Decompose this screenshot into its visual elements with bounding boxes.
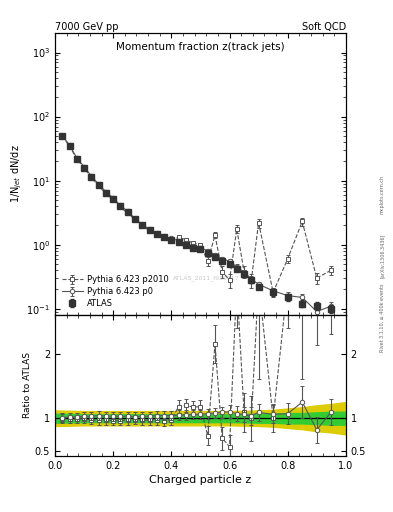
X-axis label: Charged particle z: Charged particle z	[149, 475, 252, 485]
Text: Momentum fraction z(track jets): Momentum fraction z(track jets)	[116, 42, 285, 52]
Text: 7000 GeV pp: 7000 GeV pp	[55, 22, 119, 32]
Text: [arXiv:1306.3436]: [arXiv:1306.3436]	[380, 234, 384, 278]
Text: ATLAS_2011_I919017: ATLAS_2011_I919017	[173, 275, 240, 281]
Y-axis label: Ratio to ATLAS: Ratio to ATLAS	[23, 352, 32, 418]
Text: mcplots.cern.ch: mcplots.cern.ch	[380, 175, 384, 214]
Y-axis label: 1/N$_{jet}$ dN/dz: 1/N$_{jet}$ dN/dz	[9, 145, 24, 203]
Text: Rivet 3.1.10, ≥ 400k events: Rivet 3.1.10, ≥ 400k events	[380, 283, 384, 352]
Legend: Pythia 6.423 p2010, Pythia 6.423 p0, ATLAS: Pythia 6.423 p2010, Pythia 6.423 p0, ATL…	[59, 273, 171, 311]
Text: Soft QCD: Soft QCD	[301, 22, 346, 32]
